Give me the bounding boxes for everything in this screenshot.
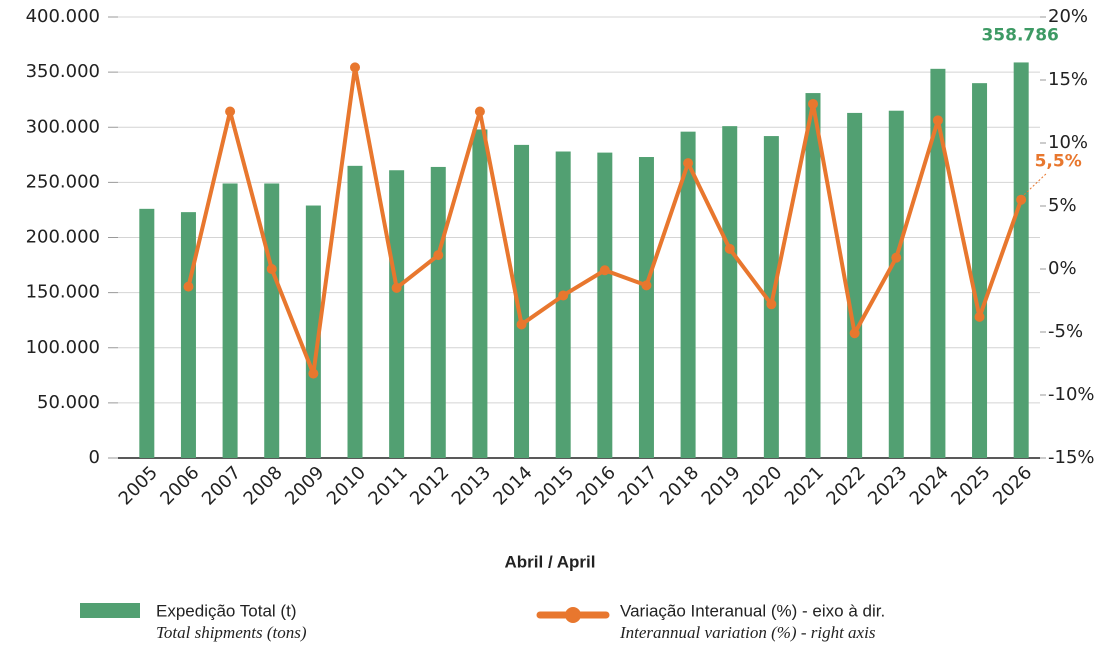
y-tick-label: 200.000 [26,227,100,248]
bar [305,205,321,458]
point [683,158,694,169]
data-label: 5,5% [1035,152,1082,172]
point [1016,194,1027,205]
bar [638,157,654,458]
bar [888,110,904,459]
bar [139,208,155,458]
legend-label-en: Total shipments (tons) [156,623,307,642]
bar [514,144,530,458]
y-tick-label: 100.000 [26,337,100,358]
x-tick-label: 2015 [531,462,578,509]
bar [222,183,238,459]
x-tick-label: 2017 [614,462,661,509]
data-label: 358.786 [981,25,1058,45]
point [516,319,527,330]
point [558,290,569,301]
x-tick-label: 2010 [323,462,370,509]
x-tick-label: 2025 [947,462,994,509]
y-tick-label: 400.000 [26,6,100,27]
x-tick-label: 2006 [156,462,203,509]
bar [597,152,613,459]
bar [347,165,363,458]
bar [1013,62,1029,458]
bar [472,129,488,458]
x-tick-label: 2021 [781,462,828,509]
y2-tick-label: -5% [1048,321,1083,342]
point [266,264,277,274]
legend-label: Expedição Total (t) [156,601,296,620]
x-tick-label: 2020 [739,462,786,509]
x-tick-label: 2012 [406,462,453,509]
bar [805,93,821,458]
y-tick-label: 350.000 [26,61,100,82]
point [308,368,319,379]
x-axis-title: Abril / April [505,552,596,571]
x-tick-label: 2013 [448,462,495,509]
y2-tick-label: 0% [1048,258,1077,279]
legend-swatch [80,603,140,618]
point [183,281,194,292]
point [225,106,236,117]
point [433,250,444,261]
legend-label-en: Interannual variation (%) - right axis [619,623,876,642]
point [641,280,652,291]
bar [430,166,446,458]
y2-tick-label: 20% [1048,6,1088,27]
x-tick-label: 2026 [989,462,1036,509]
x-tick-label: 2018 [656,462,703,509]
bar [264,183,280,459]
point [974,311,985,322]
point [849,328,860,339]
y-tick-label: 50.000 [37,392,100,413]
x-tick-label: 2022 [822,462,869,509]
x-tick-label: 2014 [489,462,536,509]
y2-tick-label: 5% [1048,195,1077,216]
y2-tick-label: 10% [1048,132,1088,153]
bar [847,112,863,458]
point [891,252,902,263]
legend-label: Variação Interanual (%) - eixo à dir. [620,601,885,620]
y-tick-label: 250.000 [26,171,100,192]
bar [972,83,988,459]
y-tick-label: 150.000 [26,282,100,303]
bar [680,131,696,458]
point [932,115,943,126]
point [391,282,402,293]
x-tick-label: 2023 [864,462,911,509]
x-tick-label: 2024 [906,462,953,509]
x-tick-label: 2019 [698,462,745,509]
bar [389,170,405,458]
bar [555,151,571,458]
bar [180,212,196,458]
x-tick-label: 2007 [198,462,245,509]
point [766,299,777,310]
point [474,106,485,117]
label-leader [1023,173,1047,196]
point [350,62,360,73]
y-tick-label: 0 [89,447,100,468]
y2-tick-label: 15% [1048,69,1088,90]
y2-tick-label: -10% [1048,384,1095,405]
bar [722,126,738,459]
y-tick-label: 300.000 [26,116,100,137]
x-tick-label: 2009 [281,462,328,509]
point [808,98,818,109]
x-tick-label: 2016 [573,462,620,509]
point [724,243,735,254]
x-tick-label: 2005 [115,462,162,509]
x-tick-label: 2008 [240,462,287,509]
legend-marker [565,607,581,623]
point [599,265,610,276]
bar [930,68,946,458]
y2-tick-label: -15% [1048,447,1095,468]
x-tick-label: 2011 [364,462,411,509]
